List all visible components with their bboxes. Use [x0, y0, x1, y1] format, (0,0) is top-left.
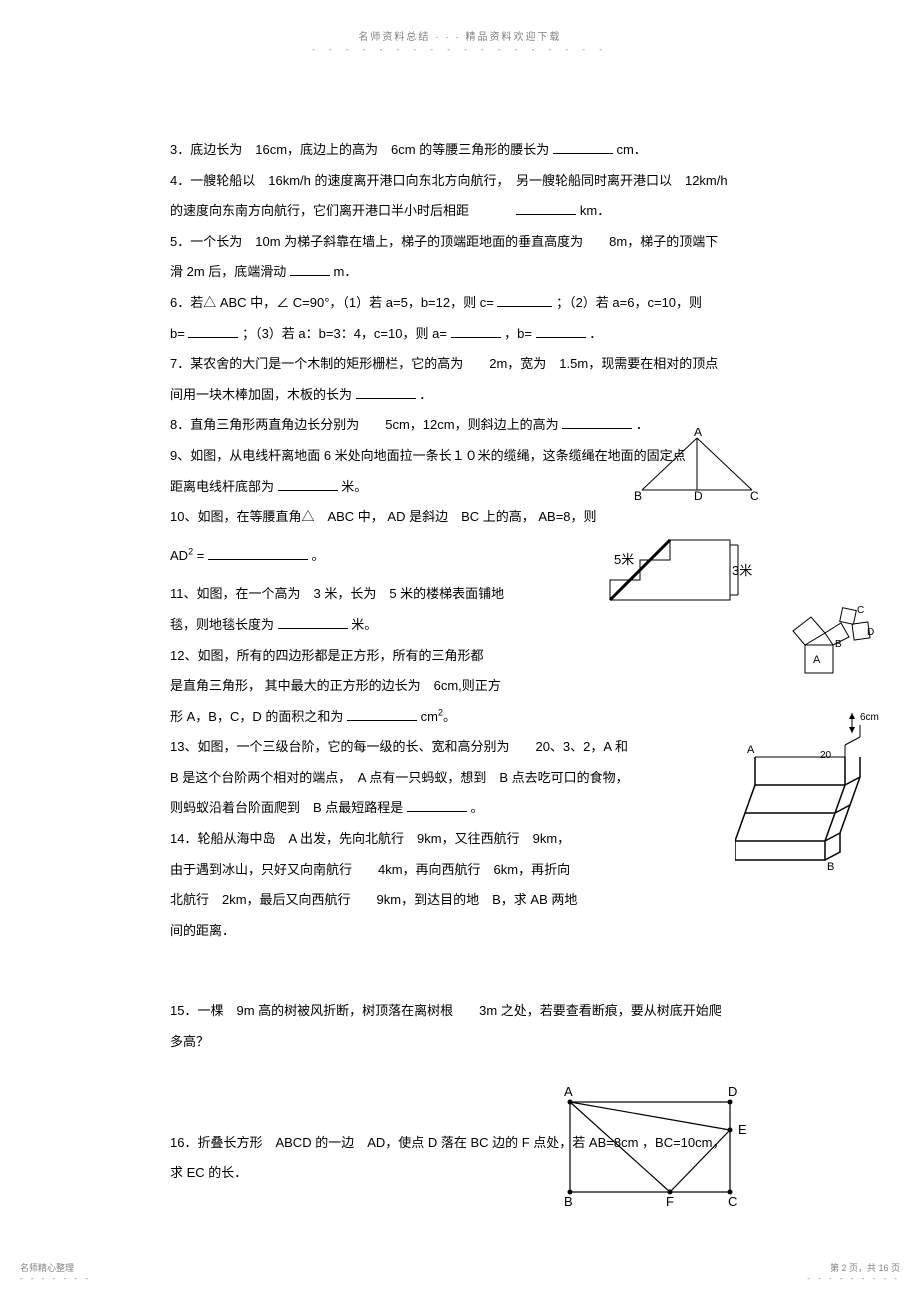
problem-13-l2: B 是这个台阶两个相对的端点， A 点有一只蚂蚁，想到 B 点去吃可口的食物， [170, 764, 730, 793]
blank [553, 153, 613, 154]
problem-4-l1: 4．一艘轮船以 16km/h 的速度离开港口向东北方向航行， 另一艘轮船同时离开… [170, 167, 850, 196]
footer-left: 名师精心整理 - - - - - - - [20, 1261, 91, 1283]
problem-13-l1: 13、如图，一个三级台阶，它的每一级的长、宽和高分别为 20、3、2，A 和 [170, 733, 730, 762]
blank [407, 811, 467, 812]
footer-left-dots: - - - - - - - [20, 1274, 91, 1283]
problem-14-l2: 由于遇到冰山，只好又向南航行 4km，再向西航行 6km，再折向 [170, 856, 600, 885]
problem-7-l2: 间用一块木棒加固，木板的长为 ． [170, 381, 850, 410]
header-dots: - - - - - - - - - - - - - - - - - - [0, 45, 920, 54]
p13-l3-text: 则蚂蚁沿着台阶面爬到 B 点最短路程是 [170, 800, 403, 815]
p11-l2-text: 毯，则地毯长度为 [170, 617, 274, 632]
blank [562, 428, 632, 429]
problem-6-l2: b= ；（3）若 a：b=3：4，c=10，则 a= ，b= ． [170, 320, 850, 349]
stairs-diagram: 5米 3米 [600, 530, 760, 610]
label-c: C [750, 489, 759, 503]
footer-left-text: 名师精心整理 [20, 1261, 91, 1274]
problem-7-l1: 7．某农舍的大门是一个木制的矩形栅栏，它的高为 2m，宽为 1.5m，现需要在相… [170, 350, 850, 379]
blank [278, 628, 348, 629]
p6-l1b: ；（2）若 a=6，c=10，则 [556, 295, 702, 310]
blank [451, 337, 501, 338]
footer-right-text: 第 2 页，共 16 页 [807, 1261, 900, 1274]
blank [347, 720, 417, 721]
problem-14-l3: 北航行 2km，最后又向西航行 9km，到达目的地 B，求 AB 两地 [170, 886, 600, 915]
problem-5-l2: 滑 2m 后，底端滑动 m． [170, 258, 850, 287]
footer-right: 第 2 页，共 16 页 - - - - - - - - - [807, 1261, 900, 1283]
footer-right-dots: - - - - - - - - - [807, 1274, 900, 1283]
blank [516, 214, 576, 215]
label-20: 20 [820, 750, 832, 761]
blank [356, 398, 416, 399]
p10-suffix: 。 [312, 548, 325, 563]
label-b: B [827, 861, 834, 870]
problem-12-l1: 12、如图，所有的四边形都是正方形，所有的三角形都 [170, 642, 600, 671]
label-d: D [694, 489, 703, 503]
problem-4-l2: 的速度向东南方向航行，它们离开港口半小时后相距 km． [170, 197, 850, 226]
label-5m: 5米 [614, 552, 634, 567]
p6-l2b: ；（3）若 a：b=3：4，c=10，则 a= [242, 326, 447, 341]
p11-suffix: 米。 [351, 617, 377, 632]
label-c: C [857, 605, 864, 616]
label-c: C [728, 1194, 737, 1209]
label-e: E [738, 1122, 747, 1137]
blank [290, 275, 330, 276]
problem-10-l1: 10、如图，在等腰直角△ ABC 中， AD 是斜边 BC 上的高， AB=8，… [170, 503, 600, 532]
blank [188, 337, 238, 338]
p12-suffix: cm [421, 709, 438, 724]
page-header: 名师资料总结 · · · 精品资料欢迎下载 [0, 0, 920, 43]
label-a: A [813, 654, 821, 666]
label-a: A [694, 428, 702, 439]
main-content: 3．底边长为 16cm，底边上的高为 6cm 的等腰三角形的腰长为 cm． 4．… [170, 136, 850, 1190]
p6-l2d: ． [589, 326, 602, 341]
label-f: F [666, 1194, 674, 1209]
triangle-diagram: A B C D [632, 428, 762, 503]
p12-suffix2: 。 [443, 709, 456, 724]
p8-text: 8．直角三角形两直角边长分别为 5cm，12cm，则斜边上的高为 [170, 417, 559, 432]
problem-5-l1: 5．一个长为 10m 为梯子斜靠在墙上，梯子的顶端距地面的垂直高度为 8m，梯子… [170, 228, 850, 257]
label-a: A [747, 744, 755, 756]
p10-eq: = [193, 548, 204, 563]
p3-text: 3．底边长为 16cm，底边上的高为 6cm 的等腰三角形的腰长为 [170, 142, 549, 157]
problem-11-l2: 毯，则地毯长度为 米。 [170, 611, 850, 640]
p12-l3-text: 形 A，B，C，D 的面积之和为 [170, 709, 343, 724]
blank [278, 490, 338, 491]
label-d: D [728, 1084, 737, 1099]
p6-l2a: b= [170, 326, 185, 341]
rectangle-diagram: A D B C E F [550, 1082, 750, 1212]
label-b: B [634, 489, 642, 503]
p4-l2-text: 的速度向东南方向航行，它们离开港口半小时后相距 [170, 203, 469, 218]
problem-6-l1: 6．若△ ABC 中，∠ C=90°，（1）若 a=5，b=12，则 c= ；（… [170, 289, 850, 318]
p5-l2-text: 滑 2m 后，底端滑动 [170, 264, 286, 279]
label-3m: 3米 [732, 563, 752, 578]
label-d: D [867, 627, 874, 638]
label-6cm: 6cm [860, 712, 879, 723]
problem-14-l4: 间的距离． [170, 917, 850, 946]
p10-ad: AD [170, 548, 188, 563]
p7-l2-text: 间用一块木棒加固，木板的长为 [170, 387, 352, 402]
problem-14-l1: 14．轮船从海中岛 A 出发，先向北航行 9km，又往西航行 9km， [170, 825, 600, 854]
problem-15-l2: 多高？ [170, 1028, 850, 1057]
label-b: B [835, 639, 842, 650]
blank [497, 306, 552, 307]
p13-suffix: 。 [471, 800, 484, 815]
p9-l2-text: 距离电线杆底部为 [170, 479, 274, 494]
problem-12-l2: 是直角三角形， 其中最大的正方形的边长为 6cm,则正方 [170, 672, 600, 701]
blank [536, 337, 586, 338]
p6-l1a: 6．若△ ABC 中，∠ C=90°，（1）若 a=5，b=12，则 c= [170, 295, 494, 310]
label-b: B [564, 1194, 573, 1209]
problem-11-l1: 11、如图，在一个高为 3 米，长为 5 米的楼梯表面铺地 [170, 580, 600, 609]
p7-suffix: ． [419, 387, 432, 402]
squares-diagram: A B C D [775, 595, 875, 680]
p5-suffix: m． [334, 264, 358, 279]
steps-3d-diagram: A 6cm 20 B [735, 695, 880, 870]
p9-suffix: 米。 [341, 479, 367, 494]
label-a: A [564, 1084, 573, 1099]
p3-suffix: cm． [616, 142, 646, 157]
p6-l2c: ，b= [504, 326, 532, 341]
p4-suffix: km． [580, 203, 610, 218]
problem-15-l1: 15．一棵 9m 高的树被风折断，树顶落在离树根 3m 之处，若要查看断痕，要从… [170, 997, 850, 1026]
problem-3: 3．底边长为 16cm，底边上的高为 6cm 的等腰三角形的腰长为 cm． [170, 136, 850, 165]
blank [208, 559, 308, 560]
